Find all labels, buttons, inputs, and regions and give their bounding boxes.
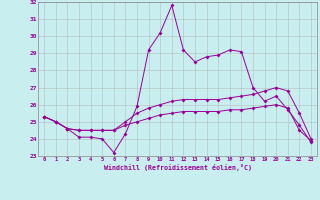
X-axis label: Windchill (Refroidissement éolien,°C): Windchill (Refroidissement éolien,°C) [104,164,252,171]
